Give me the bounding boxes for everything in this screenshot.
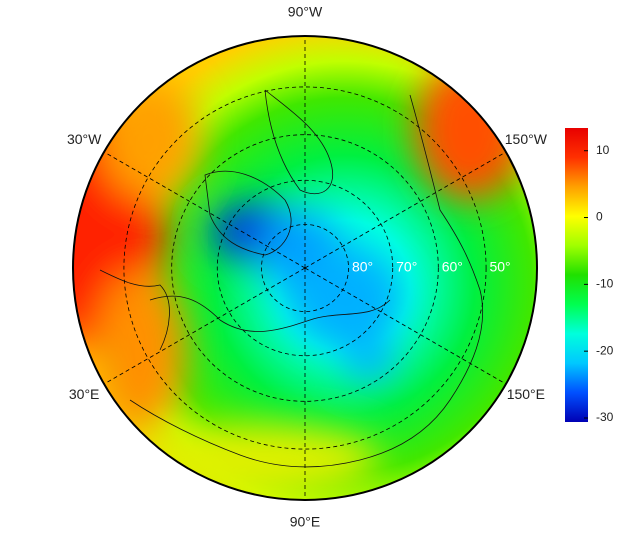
colorbar-tick-label: -30 — [596, 410, 614, 424]
colorbar-tick-label: -20 — [596, 343, 614, 357]
longitude-label: 150°W — [505, 131, 548, 147]
meridian — [103, 151, 306, 269]
map-boundary — [72, 35, 538, 501]
longitude-label: 30°E — [69, 386, 100, 402]
latitude-label: 80° — [352, 259, 373, 275]
coastlines — [99, 89, 484, 468]
parallel — [123, 86, 487, 450]
meridian — [103, 267, 306, 385]
colorbar-tick-label: 0 — [596, 210, 603, 224]
parallel — [216, 179, 394, 357]
parallel — [261, 224, 349, 312]
latitude-label: 70° — [396, 259, 417, 275]
longitude-label: 30°W — [67, 131, 102, 147]
latitude-label: 60° — [442, 259, 463, 275]
colorbar-tick-label: 10 — [596, 143, 610, 157]
meridian — [304, 267, 507, 385]
temperature-field — [73, 36, 537, 500]
graticule — [103, 36, 507, 500]
longitude-label: 90°E — [290, 514, 321, 530]
colorbar-tick-label: -10 — [596, 277, 614, 291]
colorbar-scale — [565, 128, 588, 422]
meridian — [304, 151, 507, 269]
longitude-label: 150°E — [507, 386, 545, 402]
latitude-label: 50° — [489, 259, 510, 275]
parallel — [171, 134, 439, 402]
longitude-label: 90°W — [288, 4, 323, 20]
colorbar: 10 0 -10 -20 -30 — [565, 128, 614, 424]
